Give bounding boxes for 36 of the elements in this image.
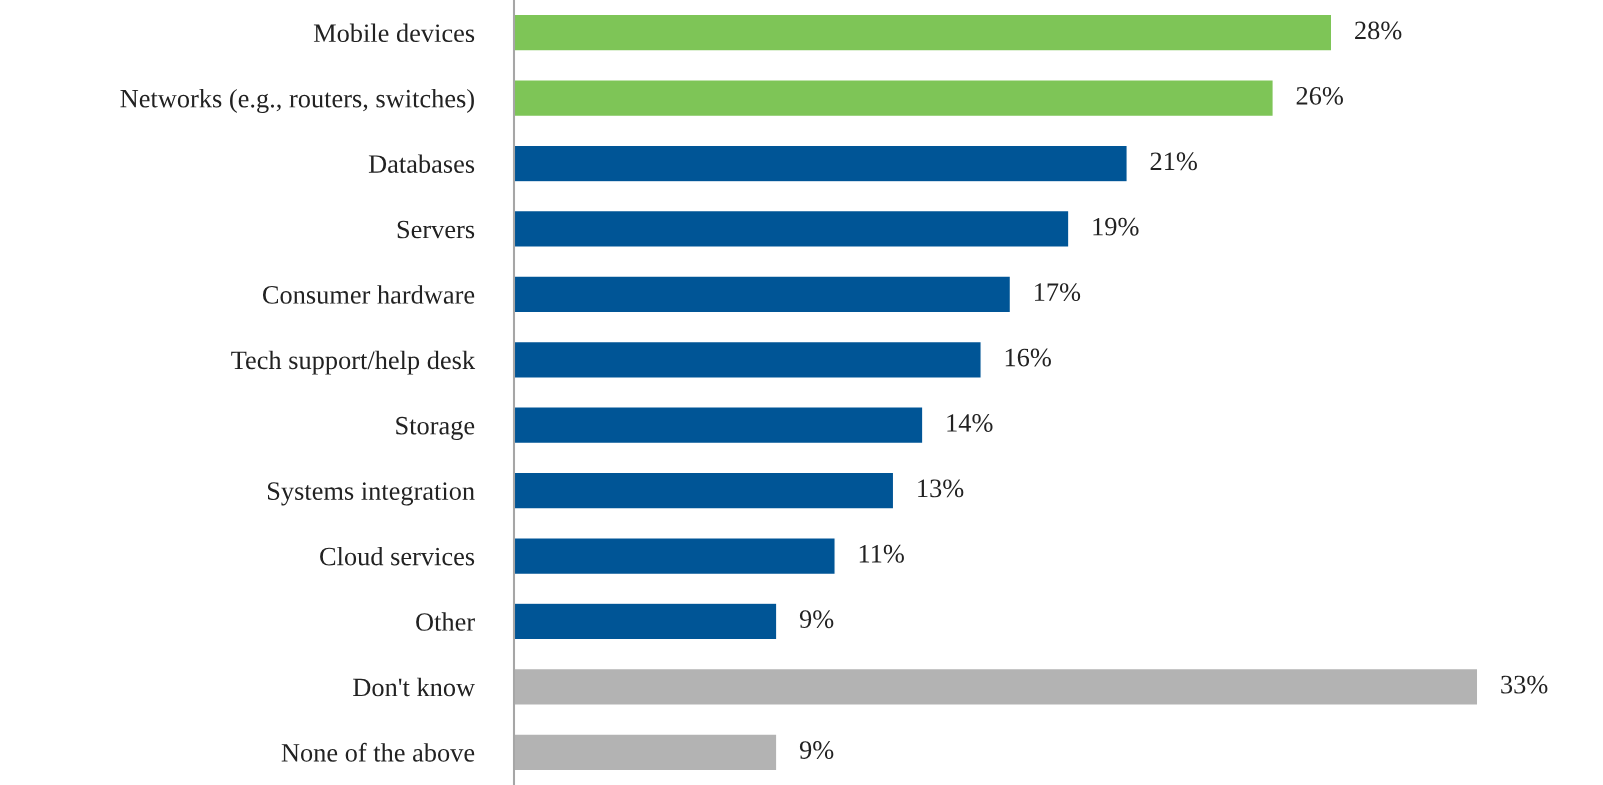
- bar: [514, 733, 778, 772]
- data-label: 17%: [1035, 283, 1081, 302]
- data-label: 28%: [1355, 21, 1402, 40]
- y-tick-label: Servers: [397, 220, 475, 239]
- y-tick-label: Cloud services: [320, 546, 475, 566]
- bar: [514, 144, 1128, 183]
- data-label: 16%: [1005, 348, 1051, 367]
- y-tick-label: Other: [416, 612, 475, 631]
- y-tick-label: Tech support/help desk: [231, 350, 476, 375]
- bar: [514, 602, 778, 641]
- bar: [514, 79, 1274, 118]
- bar: [514, 209, 1070, 248]
- data-label: 19%: [1093, 217, 1139, 236]
- data-label: 13%: [918, 479, 964, 498]
- bar: [514, 13, 1333, 52]
- bar: [514, 537, 836, 576]
- data-label: 9%: [799, 741, 834, 759]
- y-tick-label: Networks (e.g., routers, switches): [120, 88, 474, 113]
- data-label: 21%: [1150, 152, 1197, 171]
- bar: [514, 667, 1479, 706]
- bar: [514, 275, 1012, 314]
- data-label: 9%: [799, 610, 834, 629]
- y-tick-label: Storage: [396, 416, 475, 441]
- data-label: 11%: [859, 544, 904, 563]
- y-tick-label: Databases: [368, 154, 475, 173]
- bar: [514, 406, 924, 445]
- bar: [514, 471, 895, 510]
- y-tick-label: Mobile devices: [313, 23, 475, 43]
- y-tick-label: Systems integration: [267, 482, 475, 506]
- y-tick-label: Consumer hardware: [262, 285, 475, 304]
- data-label: 26%: [1296, 86, 1343, 105]
- bar: [514, 340, 982, 379]
- data-label: 33%: [1501, 675, 1548, 694]
- data-label: 14%: [947, 414, 993, 432]
- y-tick-label: None of the above: [281, 742, 475, 762]
- y-tick-label: Don't know: [353, 677, 475, 697]
